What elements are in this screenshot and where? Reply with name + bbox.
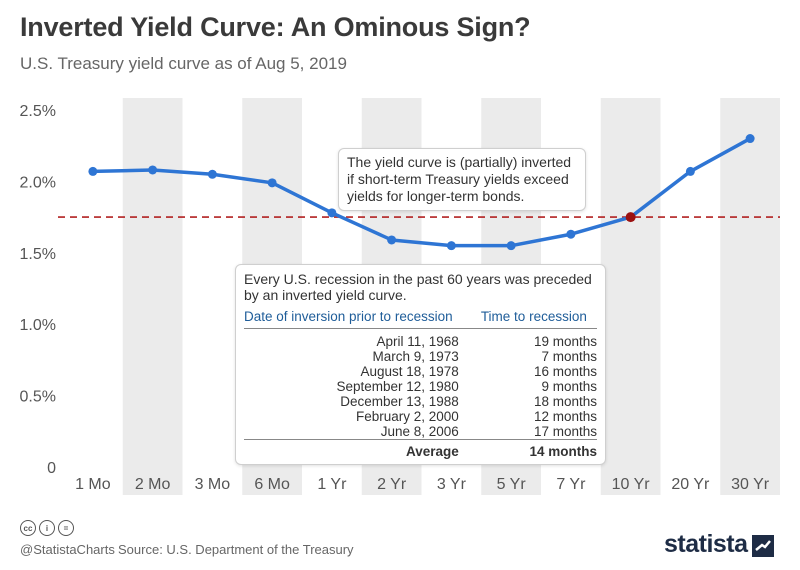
chart-subtitle: U.S. Treasury yield curve as of Aug 5, 2… xyxy=(20,54,347,73)
table-row: August 18, 1978 16 months xyxy=(244,364,597,379)
time-to-recession: 12 months xyxy=(533,409,597,424)
x-tick-label: 2 Yr xyxy=(377,476,407,493)
column-band xyxy=(600,98,661,495)
data-point xyxy=(207,169,217,179)
data-point xyxy=(327,208,337,218)
inversion-date: December 13, 1988 xyxy=(340,394,459,409)
x-tick-label: 10 Yr xyxy=(612,476,651,493)
table-header-time: Time to recession xyxy=(470,309,597,329)
time-to-recession: 7 months xyxy=(541,349,597,364)
inversion-date: June 8, 2006 xyxy=(380,424,459,439)
data-point xyxy=(566,229,576,239)
time-to-recession: 19 months xyxy=(533,334,597,349)
table-row: March 9, 1973 7 months xyxy=(244,349,598,364)
data-point xyxy=(446,241,456,251)
table-average-row: Average 14 months xyxy=(244,439,597,459)
y-tick-label: 0.5% xyxy=(20,389,56,406)
data-point xyxy=(148,165,158,175)
license-icons: cc i = xyxy=(20,520,74,536)
time-to-recession: 17 months xyxy=(533,424,597,439)
logo-mark-icon xyxy=(751,535,774,557)
x-tick-label: 6 Mo xyxy=(254,476,290,493)
average-value: 14 months xyxy=(470,439,597,459)
table-row: April 11, 1968 19 months xyxy=(244,329,598,350)
data-point xyxy=(88,166,98,176)
data-point xyxy=(387,235,397,245)
y-tick-label: 2.0% xyxy=(20,174,56,191)
x-tick-label: 1 Yr xyxy=(317,476,347,493)
attribution-icon[interactable]: i xyxy=(39,520,55,536)
time-to-recession: 16 months xyxy=(533,364,597,379)
time-to-recession: 18 months xyxy=(533,394,597,409)
x-tick-label: 30 Yr xyxy=(731,476,770,493)
inversion-date: February 2, 2000 xyxy=(356,409,459,424)
recession-note: Every U.S. recession in the past 60 year… xyxy=(235,264,606,465)
time-to-recession: 9 months xyxy=(541,379,597,394)
inversion-note: The yield curve is (partially) inverted … xyxy=(338,148,586,211)
table-row: February 2, 2000 12 months xyxy=(244,409,597,424)
inversion-date: August 18, 1978 xyxy=(360,364,459,379)
x-tick-label: 20 Yr xyxy=(671,476,710,493)
table-header-date: Date of inversion prior to recession xyxy=(244,309,471,329)
statista-logo[interactable]: statista xyxy=(664,530,774,559)
inversion-date: April 11, 1968 xyxy=(376,334,459,349)
twitter-handle[interactable]: @StatistaCharts xyxy=(20,542,115,557)
data-point xyxy=(685,166,695,176)
average-label: Average xyxy=(244,439,471,459)
inversion-note-text: The yield curve is (partially) inverted … xyxy=(347,154,572,204)
yield-curve-line xyxy=(92,137,751,248)
column-band xyxy=(122,98,183,495)
highlight-point xyxy=(625,212,636,223)
inversion-date: March 9, 1973 xyxy=(372,349,459,364)
data-point xyxy=(506,241,516,251)
source-text: Source: U.S. Department of the Treasury xyxy=(118,542,354,557)
x-tick-label: 7 Yr xyxy=(556,476,586,493)
logo-text: statista xyxy=(664,530,748,558)
table-row: December 13, 1988 18 months xyxy=(244,394,597,409)
inversion-date: September 12, 1980 xyxy=(336,379,459,394)
recession-note-text: Every U.S. recession in the past 60 year… xyxy=(244,271,592,303)
data-point xyxy=(745,134,755,144)
recession-table: Date of inversion prior to recession Tim… xyxy=(244,309,597,459)
column-band xyxy=(720,98,780,495)
table-header-row: Date of inversion prior to recession Tim… xyxy=(244,309,597,329)
y-tick-label: 0 xyxy=(47,460,56,477)
table-row: September 12, 1980 9 months xyxy=(244,379,597,394)
x-tick-label: 3 Yr xyxy=(437,476,467,493)
x-tick-label: 5 Yr xyxy=(497,476,527,493)
x-tick-label: 1 Mo xyxy=(75,476,111,493)
y-tick-label: 2.5% xyxy=(20,103,56,120)
x-tick-label: 2 Mo xyxy=(135,476,171,493)
y-tick-label: 1.5% xyxy=(20,246,56,263)
y-tick-label: 1.0% xyxy=(20,317,56,334)
data-point xyxy=(267,178,277,188)
noderivatives-icon[interactable]: = xyxy=(58,520,74,536)
x-tick-label: 3 Mo xyxy=(195,476,231,493)
cc-icon[interactable]: cc xyxy=(20,520,36,536)
chart-title: Inverted Yield Curve: An Ominous Sign? xyxy=(20,12,531,42)
table-row: June 8, 2006 17 months xyxy=(244,424,597,440)
